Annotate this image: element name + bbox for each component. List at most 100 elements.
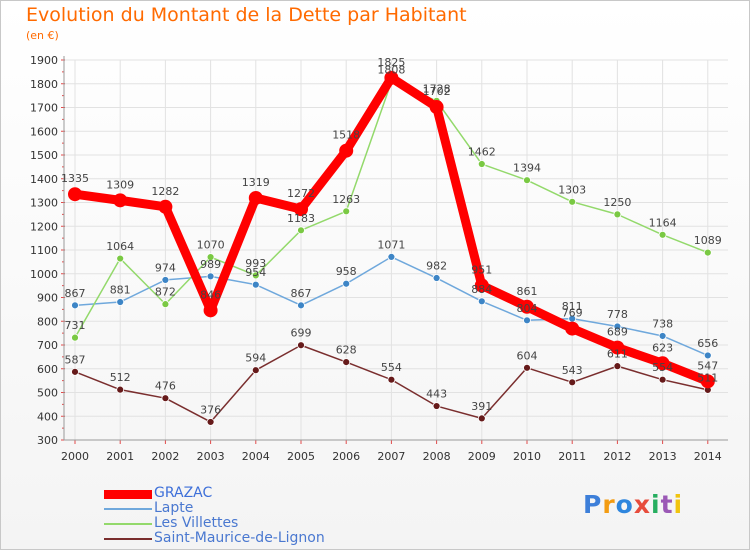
data-label: 1808 <box>377 63 405 76</box>
y-tick-label: 900 <box>37 292 58 305</box>
x-tick-label: 2002 <box>151 450 179 463</box>
data-label: 554 <box>381 361 402 374</box>
data-point-lapte <box>658 332 667 340</box>
data-label: 1064 <box>106 240 134 253</box>
data-point-saint-maurice-de-lignon <box>342 358 351 367</box>
data-label: 846 <box>200 288 221 301</box>
data-point-grazac <box>520 299 534 314</box>
data-label: 391 <box>471 400 492 413</box>
data-point-grazac <box>565 321 580 336</box>
data-point-lapte <box>477 297 486 306</box>
data-label: 1309 <box>106 178 134 191</box>
data-label: 443 <box>426 388 447 401</box>
data-label: 1825 <box>377 56 405 69</box>
data-point-les-villettes <box>161 300 170 309</box>
y-tick-label: 1800 <box>30 78 58 91</box>
data-label: 611 <box>607 348 628 361</box>
data-point-grazac <box>203 303 218 318</box>
data-label: 954 <box>245 266 266 279</box>
x-tick-label: 2009 <box>468 450 496 463</box>
data-point-les-villettes <box>703 248 712 257</box>
y-tick-label: 1500 <box>30 149 58 162</box>
data-point-saint-maurice-de-lignon <box>251 366 260 375</box>
data-label: 1303 <box>558 183 586 196</box>
data-point-lapte <box>432 274 441 282</box>
data-point-grazac <box>655 356 670 371</box>
y-tick-label: 1100 <box>30 244 58 257</box>
axes <box>61 56 728 444</box>
chart-subtitle: (en €) <box>26 29 59 42</box>
data-point-les-villettes <box>523 176 531 185</box>
data-point-grazac <box>339 143 354 158</box>
data-label: 951 <box>471 263 492 276</box>
data-point-lapte <box>161 276 170 284</box>
y-tick-labels: 300 400 500 600 700 800 900 1000 1100 1200 1300 140… <box>30 54 58 447</box>
y-tick-label: 1200 <box>30 220 58 233</box>
data-point-grazac <box>700 374 715 389</box>
data-point-saint-maurice-de-lignon <box>297 341 305 350</box>
data-point-les-villettes <box>116 254 125 263</box>
data-point-les-villettes <box>613 210 622 219</box>
data-label: 699 <box>291 327 312 340</box>
data-point-saint-maurice-de-lignon <box>477 414 486 423</box>
data-label: 376 <box>200 403 221 416</box>
legend-swatch <box>104 489 152 499</box>
y-tick-label: 1900 <box>30 54 58 67</box>
data-point-saint-maurice-de-lignon <box>116 385 125 394</box>
x-tick-label: 2003 <box>197 450 225 463</box>
logo-letter: i <box>673 490 684 519</box>
legend-label: Lapte <box>154 500 194 516</box>
y-tick-label: 1000 <box>30 268 58 281</box>
data-label: 1071 <box>377 238 405 251</box>
data-label: 867 <box>291 287 312 300</box>
legend-swatch <box>104 523 152 525</box>
data-label: 476 <box>155 380 176 393</box>
y-tick-label: 800 <box>37 315 58 328</box>
data-point-lapte <box>703 351 712 360</box>
data-label: 974 <box>155 261 176 274</box>
data-label: 587 <box>65 353 86 366</box>
data-label: 1462 <box>468 146 496 159</box>
y-tick-label: 1700 <box>30 102 58 115</box>
data-label: 1250 <box>603 196 631 209</box>
data-point-les-villettes <box>658 230 667 239</box>
y-tick-label: 400 <box>37 410 58 423</box>
data-point-lapte <box>613 322 622 331</box>
x-tick-label: 2006 <box>332 450 360 463</box>
data-point-les-villettes <box>342 207 351 216</box>
data-point-lapte <box>206 272 215 281</box>
data-label: 884 <box>471 283 492 296</box>
data-label: 656 <box>697 337 718 350</box>
y-tick-label: 1400 <box>30 173 58 186</box>
x-tick-label: 2011 <box>558 450 586 463</box>
y-tick-label: 500 <box>37 387 58 400</box>
y-tick-label: 700 <box>37 339 58 352</box>
data-label: 547 <box>697 359 718 372</box>
data-label: 543 <box>562 364 583 377</box>
x-tick-label: 2004 <box>242 450 270 463</box>
legend-swatch <box>104 508 152 510</box>
data-label: 993 <box>245 257 266 270</box>
legend-swatch <box>104 538 152 540</box>
data-point-saint-maurice-de-lignon <box>613 362 622 371</box>
data-label: 554 <box>652 361 673 374</box>
data-point-saint-maurice-de-lignon <box>71 367 79 376</box>
data-label: 1394 <box>513 162 541 175</box>
data-label: 1319 <box>242 176 270 189</box>
data-point-les-villettes <box>297 226 305 235</box>
data-point-les-villettes <box>251 271 260 280</box>
data-point-grazac <box>113 193 128 208</box>
data-label: 738 <box>652 317 673 330</box>
series-group <box>68 70 715 426</box>
data-label: 867 <box>65 287 86 300</box>
data-label: 1089 <box>694 234 722 247</box>
data-point-saint-maurice-de-lignon <box>658 375 667 384</box>
x-tick-label: 2012 <box>603 450 631 463</box>
data-label: 811 <box>562 300 583 313</box>
data-point-grazac <box>158 199 173 214</box>
data-label: 982 <box>426 260 447 273</box>
data-label: 1728 <box>423 82 451 95</box>
logo-letter: r <box>602 490 616 519</box>
y-tick-label: 300 <box>37 434 58 447</box>
